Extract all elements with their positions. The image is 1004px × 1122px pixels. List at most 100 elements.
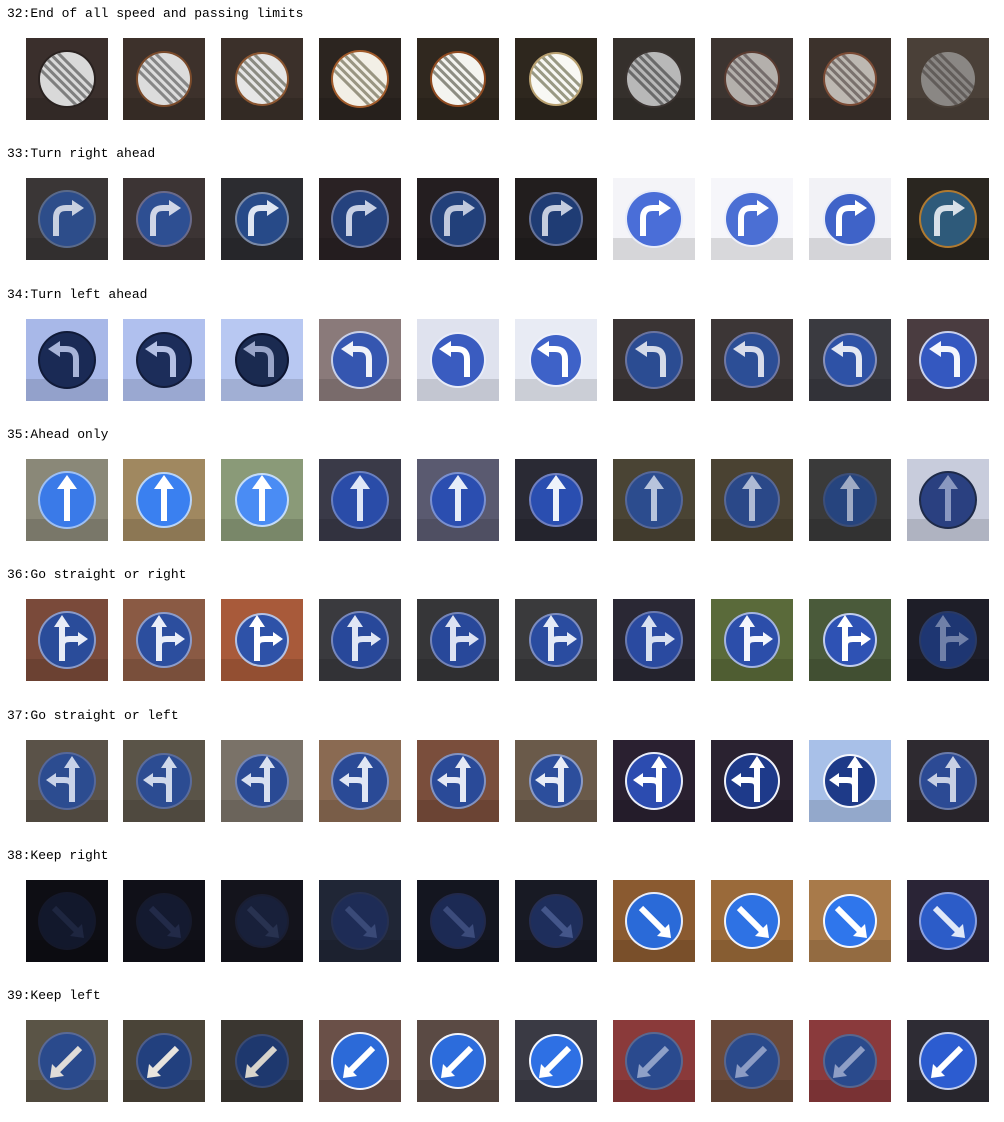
- turn-left-icon: [417, 319, 499, 401]
- keep-left-icon: [26, 1020, 108, 1102]
- sample-row: [26, 178, 996, 260]
- straight-or-left-icon: [123, 740, 205, 822]
- sample-image: [319, 178, 401, 260]
- ahead-only-icon: [319, 459, 401, 541]
- class-section: 34:Turn left ahead: [0, 281, 1004, 421]
- keep-right-icon: [515, 880, 597, 962]
- sample-image: [417, 38, 499, 120]
- sample-image: [515, 319, 597, 401]
- turn-left-icon: [613, 319, 695, 401]
- sample-image: [26, 880, 108, 962]
- straight-or-right-icon: [613, 599, 695, 681]
- straight-or-left-icon: [221, 740, 303, 822]
- turn-left-icon: [26, 319, 108, 401]
- ahead-only-icon: [221, 459, 303, 541]
- turn-right-icon: [809, 178, 891, 260]
- sample-image: [319, 38, 401, 120]
- sample-image: [123, 880, 205, 962]
- straight-or-right-icon: [907, 599, 989, 681]
- straight-or-right-icon: [515, 599, 597, 681]
- straight-or-left-icon: [809, 740, 891, 822]
- sample-image: [221, 880, 303, 962]
- sample-image: [613, 38, 695, 120]
- sample-image: [809, 599, 891, 681]
- sample-image: [515, 38, 597, 120]
- turn-right-icon: [613, 178, 695, 260]
- sample-image: [711, 1020, 793, 1102]
- sample-image: [711, 459, 793, 541]
- class-section: 36:Go straight or right: [0, 561, 1004, 701]
- sample-image: [809, 880, 891, 962]
- keep-left-icon: [221, 1020, 303, 1102]
- turn-right-icon: [907, 178, 989, 260]
- sample-image: [123, 740, 205, 822]
- turn-left-icon: [907, 319, 989, 401]
- sample-image: [123, 178, 205, 260]
- class-section: 38:Keep right: [0, 842, 1004, 982]
- turn-right-icon: [711, 178, 793, 260]
- sample-row: [26, 880, 996, 962]
- sample-image: [221, 1020, 303, 1102]
- sample-image: [613, 1020, 695, 1102]
- sample-image: [417, 459, 499, 541]
- sample-image: [221, 178, 303, 260]
- sample-image: [26, 178, 108, 260]
- class-label: 34:Turn left ahead: [7, 287, 148, 302]
- sample-image: [711, 38, 793, 120]
- straight-or-left-icon: [319, 740, 401, 822]
- end-limits-icon: [613, 38, 695, 120]
- ahead-only-icon: [711, 459, 793, 541]
- keep-right-icon: [123, 880, 205, 962]
- class-label: 35:Ahead only: [7, 427, 109, 442]
- class-label: 37:Go straight or left: [7, 708, 179, 723]
- sample-image: [809, 178, 891, 260]
- sample-image: [319, 319, 401, 401]
- turn-right-icon: [417, 178, 499, 260]
- sample-image: [613, 319, 695, 401]
- end-limits-icon: [907, 38, 989, 120]
- keep-left-icon: [123, 1020, 205, 1102]
- straight-or-right-icon: [319, 599, 401, 681]
- sample-row: [26, 459, 996, 541]
- sample-image: [123, 1020, 205, 1102]
- keep-left-icon: [711, 1020, 793, 1102]
- end-limits-icon: [221, 38, 303, 120]
- sample-image: [907, 880, 989, 962]
- straight-or-right-icon: [26, 599, 108, 681]
- end-limits-icon: [123, 38, 205, 120]
- keep-right-icon: [907, 880, 989, 962]
- keep-left-icon: [417, 1020, 499, 1102]
- sample-row: [26, 599, 996, 681]
- end-limits-icon: [515, 38, 597, 120]
- sample-image: [417, 178, 499, 260]
- sample-image: [123, 599, 205, 681]
- sample-image: [417, 599, 499, 681]
- straight-or-left-icon: [417, 740, 499, 822]
- sample-image: [26, 1020, 108, 1102]
- class-section: 39:Keep left: [0, 982, 1004, 1122]
- ahead-only-icon: [907, 459, 989, 541]
- turn-left-icon: [809, 319, 891, 401]
- sample-image: [907, 740, 989, 822]
- turn-right-icon: [515, 178, 597, 260]
- sample-image: [515, 1020, 597, 1102]
- keep-right-icon: [417, 880, 499, 962]
- turn-right-icon: [123, 178, 205, 260]
- sample-image: [221, 459, 303, 541]
- sample-image: [26, 38, 108, 120]
- sample-image: [711, 599, 793, 681]
- end-limits-icon: [26, 38, 108, 120]
- sample-image: [711, 880, 793, 962]
- straight-or-right-icon: [221, 599, 303, 681]
- straight-or-left-icon: [26, 740, 108, 822]
- straight-or-right-icon: [123, 599, 205, 681]
- sample-image: [907, 178, 989, 260]
- sample-image: [809, 38, 891, 120]
- end-limits-icon: [417, 38, 499, 120]
- straight-or-left-icon: [613, 740, 695, 822]
- sample-image: [515, 599, 597, 681]
- class-label: 38:Keep right: [7, 848, 109, 863]
- class-label: 36:Go straight or right: [7, 567, 187, 582]
- sample-row: [26, 1020, 996, 1102]
- straight-or-right-icon: [417, 599, 499, 681]
